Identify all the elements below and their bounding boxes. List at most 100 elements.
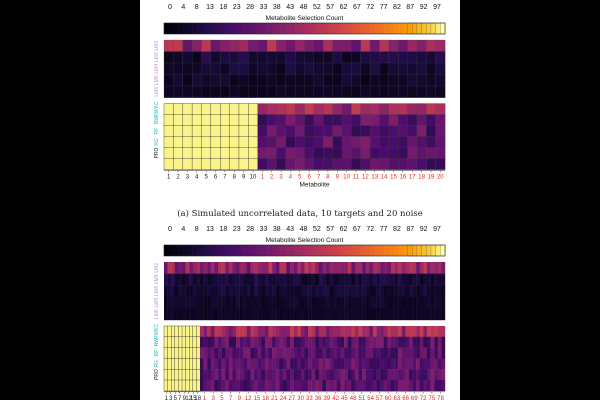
heatmap-cell-top xyxy=(221,296,226,309)
x-tick-label-target-0-1: 2 xyxy=(176,175,180,181)
heatmap-cell-bottom xyxy=(293,326,298,337)
heatmap-cell-top xyxy=(360,39,371,52)
heatmap-cell-bottom xyxy=(171,369,176,381)
heatmap-cell-top xyxy=(376,273,381,286)
heatmap-cell-bottom xyxy=(423,380,428,391)
colorbar-tick-1-1: 4 xyxy=(181,226,185,233)
heatmap-cell-bottom xyxy=(243,336,248,348)
colorbar-tick-1-2: 8 xyxy=(195,226,199,233)
heatmap-cell-top xyxy=(266,85,277,98)
heatmap-cell-bottom xyxy=(408,326,413,337)
ylabel-bottom-1-3: RG xyxy=(154,360,160,368)
heatmap-cell-bottom xyxy=(360,158,371,170)
heatmap-cell-bottom xyxy=(254,347,258,359)
x-tick-label-target-1-2: 5 xyxy=(174,396,178,400)
colorbar-cell xyxy=(327,23,333,34)
heatmap-cell-bottom xyxy=(358,326,363,337)
heatmap-cell-top xyxy=(173,51,184,64)
colorbar-cell xyxy=(281,23,287,34)
heatmap-cell-top xyxy=(210,51,221,64)
heatmap-cell-bottom xyxy=(358,347,363,359)
heatmap-cell-bottom xyxy=(419,326,424,337)
heatmap-cell-bottom xyxy=(268,380,273,391)
heatmap-cell-top xyxy=(416,39,427,52)
heatmap-cell-top xyxy=(254,285,258,297)
heatmap-cell-top xyxy=(332,85,343,98)
colorbar-cell xyxy=(332,245,338,256)
heatmap-cell-bottom xyxy=(304,326,309,337)
colorbar-cell xyxy=(337,23,343,34)
heatmap-cell-bottom xyxy=(163,158,174,170)
heatmap-cell-top xyxy=(192,308,197,321)
x-tick-label-noise-1-1: 3 xyxy=(211,396,215,400)
heatmap-cell-bottom xyxy=(434,369,438,381)
ylabel-top-0-3: LM5 xyxy=(154,75,160,85)
heatmap-cell-top xyxy=(228,262,233,274)
heatmap-cell-top xyxy=(257,308,262,321)
heatmap-cell-bottom xyxy=(318,380,323,391)
heatmap-cell-bottom xyxy=(412,358,417,370)
heatmap-cell-top xyxy=(435,51,446,64)
heatmap-cell-top xyxy=(401,285,406,297)
heatmap-cell-top xyxy=(388,39,399,52)
heatmap-cell-top xyxy=(201,51,212,64)
x-tick-label-target-0-3: 4 xyxy=(195,175,199,181)
x-tick-label-noise-1-6: 15 xyxy=(254,396,261,400)
heatmap-cell-bottom xyxy=(441,336,446,348)
heatmap-cell-bottom xyxy=(167,358,172,370)
heatmap-cell-top xyxy=(398,85,408,98)
heatmap-cell-top xyxy=(264,285,269,297)
heatmap-cell-top xyxy=(214,273,219,286)
heatmap-cell-bottom xyxy=(419,347,424,359)
heatmap-cell-bottom xyxy=(437,358,442,370)
heatmap-cell-top xyxy=(407,85,418,98)
heatmap-cell-bottom xyxy=(407,114,418,126)
heatmap-cell-top xyxy=(189,296,194,309)
x-tick-label-noise-1-4: 9 xyxy=(238,396,242,400)
heatmap-cell-top xyxy=(430,262,435,274)
heatmap-cell-top xyxy=(326,308,330,321)
heatmap-cell-top xyxy=(276,85,287,98)
heatmap-cell-bottom xyxy=(279,347,284,359)
heatmap-cell-top xyxy=(336,273,341,286)
heatmap-cell-bottom xyxy=(272,336,276,348)
heatmap-cell-bottom xyxy=(315,358,320,370)
heatmap-cell-bottom xyxy=(257,125,268,137)
colorbar-cell xyxy=(220,23,226,34)
heatmap-cell-bottom xyxy=(225,358,230,370)
heatmap-cell-top xyxy=(185,285,190,297)
colorbar-cell xyxy=(416,22,423,35)
heatmap-cell-top xyxy=(189,273,194,286)
heatmap-cell-bottom xyxy=(398,369,402,381)
heatmap-cell-top xyxy=(182,285,186,297)
heatmap-cell-top xyxy=(329,262,334,274)
heatmap-cell-bottom xyxy=(313,147,324,159)
heatmap-cell-bottom xyxy=(201,147,212,159)
heatmap-cell-top xyxy=(388,85,399,98)
heatmap-cell-top xyxy=(232,308,237,321)
heatmap-cell-bottom xyxy=(365,380,370,391)
heatmap-cell-top xyxy=(332,62,343,75)
heatmap-cell-bottom xyxy=(171,358,176,370)
x-tick-label-noise-1-27: 78 xyxy=(437,396,444,400)
heatmap-cell-top xyxy=(358,308,363,321)
heatmap-cell-bottom xyxy=(416,358,420,370)
heatmap-cell-top xyxy=(290,262,294,274)
heatmap-cell-bottom xyxy=(293,369,298,381)
heatmap-cell-top xyxy=(248,51,258,64)
x-tick-label-noise-1-23: 66 xyxy=(402,396,409,400)
x-tick-label-noise-0-18: 19 xyxy=(428,175,435,181)
heatmap-cell-top xyxy=(407,51,418,64)
heatmap-cell-top xyxy=(336,308,341,321)
colorbar-cell xyxy=(238,23,244,34)
heatmap-cell-top xyxy=(300,308,305,321)
heatmap-cell-bottom xyxy=(268,347,273,359)
heatmap-cell-bottom xyxy=(218,336,222,348)
heatmap-cell-top xyxy=(293,262,298,274)
heatmap-cell-top xyxy=(210,85,221,98)
colorbar-cell xyxy=(168,23,174,34)
colorbar-cell xyxy=(257,245,263,256)
heatmap-cell-bottom xyxy=(178,325,183,338)
heatmap-cell-top xyxy=(232,296,237,309)
heatmap-cell-top xyxy=(282,273,287,286)
